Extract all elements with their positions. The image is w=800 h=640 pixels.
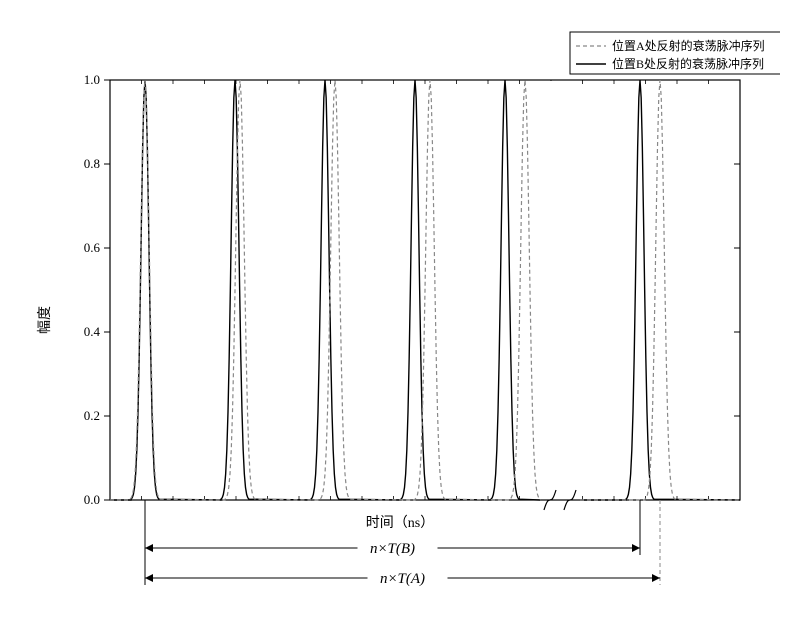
svg-text:1.0: 1.0	[84, 72, 100, 87]
svg-text:0.0: 0.0	[84, 492, 100, 507]
chart-container: 0.0 0.2 0.4 0.6 0.8 1.0 位置A处反射的衰荡脉冲序列位置B处反射的衰荡…	[20, 20, 780, 620]
svg-text:n×T(B): n×T(B)	[370, 541, 415, 557]
svg-text:位置A处反射的衰荡脉冲序列: 位置A处反射的衰荡脉冲序列	[612, 38, 765, 53]
svg-text:0.2: 0.2	[84, 408, 100, 423]
svg-text:0.4: 0.4	[84, 324, 101, 339]
svg-text:0.8: 0.8	[84, 156, 100, 171]
svg-text:位置B处反射的衰荡脉冲序列: 位置B处反射的衰荡脉冲序列	[612, 56, 764, 71]
svg-text:0.6: 0.6	[84, 240, 101, 255]
x-axis-label: 时间（ns）	[366, 512, 434, 532]
y-axis-label: 幅度	[34, 306, 54, 334]
svg-text:n×T(A): n×T(A)	[380, 571, 425, 587]
